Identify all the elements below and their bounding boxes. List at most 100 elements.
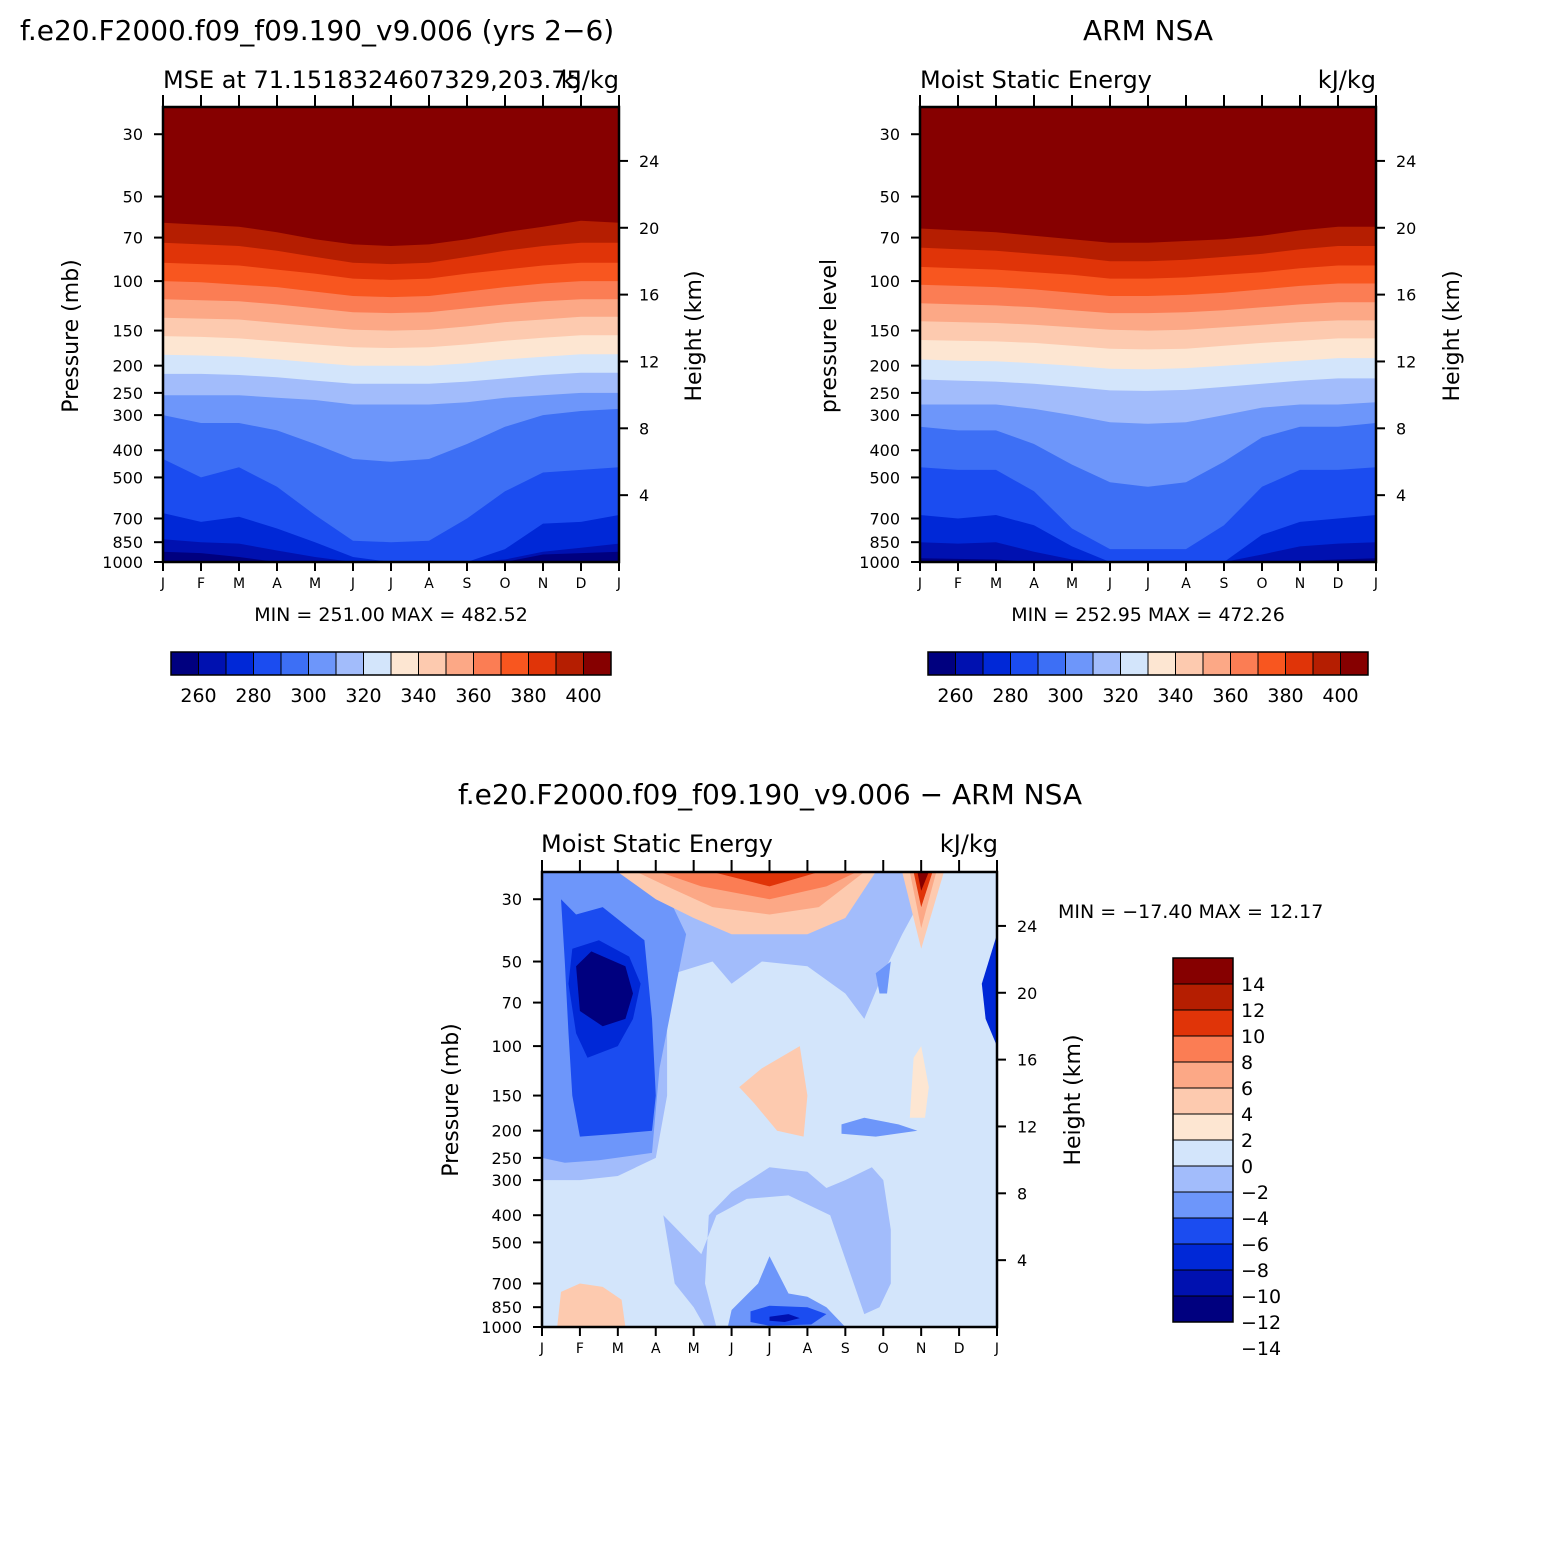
model-ytick-label: 850	[112, 533, 143, 552]
model-ytick-label: 1000	[102, 553, 143, 572]
obs-colorbar-label: 260	[937, 685, 973, 707]
plot-obs: J F M A M J J A S O N D J 30 50 70 100 150 200 250 300 400 500…	[859, 95, 1416, 592]
panel-model-ylabel: Pressure (mb)	[59, 259, 84, 413]
diff-y2tick-label: 16	[1017, 1051, 1037, 1070]
diff-colorbar-label: 10	[1241, 1026, 1265, 1048]
model-colorbar-label: 320	[345, 685, 381, 707]
diff-contour-region	[917, 872, 929, 891]
obs-ytick-label: 200	[869, 357, 900, 376]
model-colorbar-label: 340	[400, 685, 436, 707]
diff-xtick-label: J	[539, 1341, 544, 1357]
diff-ytick-label: 100	[491, 1037, 522, 1056]
obs-colorbar-swatch	[1312, 651, 1341, 676]
obs-ytick-label: 1000	[859, 553, 900, 572]
colorbar-obs: 260 280 300 320 340 360 380 400	[927, 651, 1369, 707]
diff-colorbar-label: 2	[1241, 1130, 1253, 1152]
diff-xtick-label: A	[651, 1341, 661, 1357]
plot-model: J F M A M J J A S O N D J 30 50 70 100 150 200 250 300 400 500…	[102, 95, 659, 592]
diff-contour-region	[913, 872, 933, 908]
diff-xtick-label: M	[612, 1341, 624, 1357]
diff-colorbar-label: 0	[1241, 1156, 1253, 1178]
diff-colorbar-swatch	[1172, 1217, 1234, 1245]
panel-diff-title: f.e20.F2000.f09_f09.190_v9.006 − ARM NSA	[458, 778, 1082, 811]
obs-xtick-label: A	[1029, 576, 1039, 592]
diff-y2tick-label: 20	[1017, 984, 1037, 1003]
diff-xtick-label: O	[878, 1341, 889, 1357]
obs-xtick-label: D	[1333, 576, 1344, 592]
obs-colorbar-label: 380	[1267, 685, 1303, 707]
obs-y2tick-label: 16	[1396, 286, 1416, 305]
obs-xtick-label: S	[1220, 576, 1229, 592]
diff-colorbar-swatch	[1172, 1165, 1234, 1193]
obs-colorbar-swatch	[1010, 651, 1039, 676]
obs-colorbar-swatch	[955, 651, 984, 676]
diff-colorbar-swatch	[1172, 1113, 1234, 1141]
model-colorbar-label: 260	[180, 685, 216, 707]
model-colorbar-label: 300	[290, 685, 326, 707]
diff-contour-region	[557, 1283, 626, 1327]
model-y2tick-label: 16	[639, 286, 659, 305]
obs-contour-band	[920, 107, 1376, 243]
obs-y2tick-label: 24	[1396, 152, 1416, 171]
model-colorbar-swatch	[308, 651, 337, 676]
panel-diff-units: kJ/kg	[940, 830, 998, 858]
plot-diff: J F M A M J J A S O N D J 30 50 70 100 150 200 250 300 400 500…	[481, 860, 1037, 1357]
diff-ytick-label: 250	[491, 1149, 522, 1168]
diff-ytick-label: 200	[491, 1122, 522, 1141]
obs-colorbar-swatch	[1065, 651, 1094, 676]
obs-ytick-label: 50	[880, 188, 900, 207]
obs-colorbar-label: 300	[1047, 685, 1083, 707]
diff-colorbar-label: −12	[1241, 1312, 1281, 1334]
model-y2tick-label: 4	[639, 486, 649, 505]
model-xtick-label: D	[576, 576, 587, 592]
model-colorbar-swatch	[170, 651, 199, 676]
diff-contour-region	[727, 1256, 846, 1327]
diff-colorbar-swatch	[1172, 1009, 1234, 1037]
diff-ytick-label: 1000	[481, 1318, 522, 1337]
model-xtick-label: M	[309, 576, 321, 592]
model-colorbar-label: 400	[565, 685, 601, 707]
model-xtick-label: J	[616, 576, 621, 592]
diff-colorbar-label: 8	[1241, 1052, 1253, 1074]
diff-contour-region	[875, 961, 891, 994]
model-colorbar-swatch	[253, 651, 282, 676]
panel-obs-title: ARM NSA	[1083, 14, 1213, 47]
diff-contour-region	[712, 872, 819, 887]
obs-colorbar-label: 360	[1212, 685, 1248, 707]
obs-colorbar-swatch	[1120, 651, 1149, 676]
obs-ytick-label: 30	[880, 125, 900, 144]
obs-xtick-label: J	[1107, 576, 1112, 592]
model-colorbar-swatch	[198, 651, 227, 676]
obs-y2tick-label: 8	[1396, 419, 1406, 438]
model-xtick-label: J	[388, 576, 393, 592]
model-colorbar-swatch	[500, 651, 529, 676]
obs-xtick-label: J	[917, 576, 922, 592]
diff-y2tick-label: 4	[1017, 1251, 1027, 1270]
model-colorbar-swatch	[528, 651, 557, 676]
model-colorbar-label: 360	[455, 685, 491, 707]
model-colorbar-swatch	[390, 651, 419, 676]
colorbar-diff: 14 12 10 8 6 4 2 0 −2 −4 −6 −8 −10 −12 −14	[1172, 957, 1281, 1360]
model-colorbar-swatch	[418, 651, 447, 676]
model-colorbar-swatch	[225, 651, 254, 676]
model-xtick-label: J	[160, 576, 165, 592]
panel-model-minmax: MIN = 251.00 MAX = 482.52	[254, 604, 528, 626]
diff-colorbar-swatch	[1172, 1191, 1234, 1219]
diff-colorbar-swatch	[1172, 1035, 1234, 1063]
obs-ytick-label: 250	[869, 384, 900, 403]
panel-obs-minmax: MIN = 252.95 MAX = 472.26	[1011, 604, 1285, 626]
model-colorbar-swatch	[473, 651, 502, 676]
panel-obs-ylabel2: Height (km)	[1440, 270, 1465, 401]
panel-model-left-label: MSE at 71.1518324607329,203.75	[163, 66, 582, 94]
diff-contour-region	[981, 934, 997, 1047]
obs-ytick-label: 300	[869, 406, 900, 425]
diff-colorbar-swatch	[1172, 1061, 1234, 1089]
diff-colorbar-swatch	[1172, 957, 1234, 985]
obs-y2tick-label: 12	[1396, 352, 1416, 371]
obs-colorbar-swatch	[1175, 651, 1204, 676]
model-xtick-label: S	[463, 576, 472, 592]
panel-diff-minmax: MIN = −17.40 MAX = 12.17	[1058, 901, 1323, 923]
colorbar-model: 260 280 300 320 340 360 380 400	[170, 651, 612, 707]
model-colorbar-label: 280	[235, 685, 271, 707]
